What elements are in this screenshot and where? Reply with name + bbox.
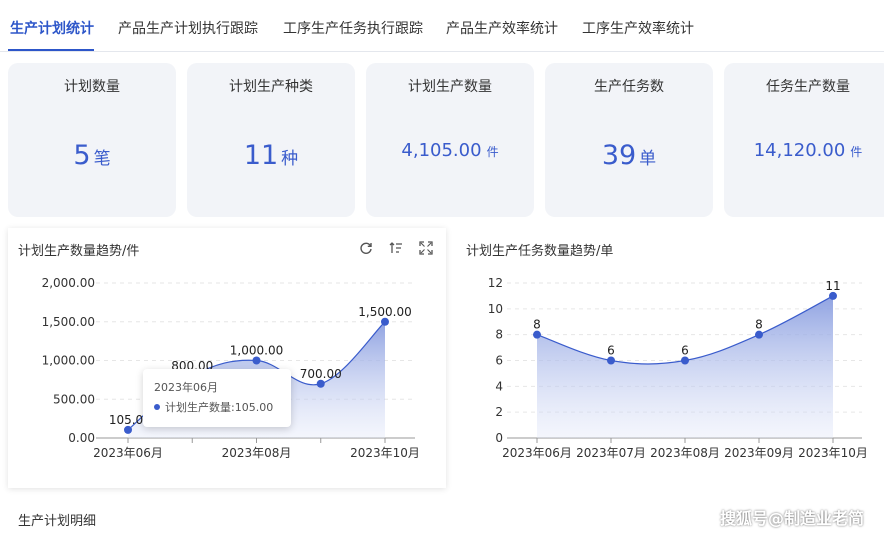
chart-title: 计划生产数量趋势/件 (18, 244, 140, 259)
sort-icon[interactable] (386, 239, 406, 257)
y-tick-label: 0 (495, 431, 503, 445)
series-area (537, 295, 833, 438)
card-value: 4,105.00 (401, 140, 482, 161)
card-unit: 单 (639, 149, 657, 169)
series-line (536, 295, 834, 365)
card-value: 5 (73, 140, 91, 171)
tooltip-series-marker (154, 404, 160, 410)
data-label: 8 (755, 318, 763, 332)
tab-bar: 生产计划统计 产品生产计划执行跟踪 工序生产任务执行跟踪 产品生产效率统计 工序… (0, 0, 884, 52)
card-value: 39 (601, 140, 637, 171)
x-tick-label: 2023年09月 (724, 446, 794, 460)
chart-tooltip: 2023年06月 计划生产数量:105.00 (143, 369, 291, 427)
tab-product-efficiency[interactable]: 产品生产效率统计 (446, 21, 558, 37)
card-value-row: 4,105.00 件 (366, 140, 534, 161)
y-tick-label: 6 (495, 354, 503, 368)
tooltip-header: 2023年06月 (154, 381, 218, 394)
stat-card-task-quantity: 任务生产数量 14,120.00 件 (724, 63, 884, 217)
fullscreen-icon[interactable] (416, 239, 436, 257)
card-unit: 件 (850, 145, 863, 159)
tooltip-value: 计划生产数量:105.00 (165, 401, 274, 414)
card-title: 计划生产种类 (229, 79, 313, 95)
x-tick-label: 2023年06月 (502, 446, 572, 460)
stat-card-plan-quantity: 计划生产数量 4,105.00 件 (366, 63, 534, 217)
tab-process-task-tracking[interactable]: 工序生产任务执行跟踪 (283, 21, 423, 37)
stat-card-plan-kinds: 计划生产种类 11 种 (187, 63, 355, 217)
y-tick-label: 8 (495, 328, 503, 342)
card-value-row: 11 种 (187, 140, 355, 171)
data-point (607, 356, 615, 365)
tab-process-efficiency[interactable]: 工序生产效率统计 (582, 21, 694, 37)
tab-product-plan-tracking[interactable]: 产品生产计划执行跟踪 (118, 21, 258, 37)
watermark: 搜狐号@制造业老简 (719, 509, 864, 528)
data-point (755, 330, 763, 339)
data-point (681, 356, 689, 365)
card-title: 计划生产数量 (408, 79, 492, 95)
chart-panel-plan-quantity: 计划生产数量趋势/件 (8, 228, 446, 488)
y-tick-label: 4 (495, 379, 503, 393)
card-unit: 笔 (93, 149, 111, 169)
y-tick-label: 2 (495, 405, 503, 419)
y-tick-label: 12 (488, 276, 503, 290)
card-unit: 件 (486, 145, 499, 159)
data-label: 11 (825, 279, 840, 293)
card-value: 14,120.00 (753, 140, 846, 161)
card-title: 计划数量 (64, 79, 120, 95)
data-label: 6 (681, 344, 689, 358)
chart-toolbar (356, 239, 436, 257)
refresh-icon[interactable] (356, 239, 376, 257)
card-value: 11 (243, 140, 279, 171)
data-label: 8 (533, 318, 541, 332)
x-tick-label: 2023年10月 (798, 446, 868, 460)
tab-production-plan-stats[interactable]: 生产计划统计 (10, 21, 94, 37)
y-tick-label: 10 (488, 302, 503, 316)
x-tick-label: 2023年08月 (650, 446, 720, 460)
card-title: 生产任务数 (594, 79, 664, 95)
active-tab-indicator (8, 49, 94, 51)
data-label: 6 (607, 344, 615, 358)
card-unit: 种 (281, 149, 299, 169)
data-point (829, 291, 837, 300)
card-value-row: 39 单 (545, 140, 713, 171)
section-title-plan-details: 生产计划明细 (18, 514, 97, 529)
data-point (533, 330, 541, 339)
card-title: 任务生产数量 (766, 79, 850, 95)
stat-card-task-count: 生产任务数 39 单 (545, 63, 713, 217)
card-value-row: 14,120.00 件 (724, 140, 884, 161)
x-tick-label: 2023年07月 (576, 446, 646, 460)
chart-title-task-quantity: 计划生产任务数量趋势/单 (466, 244, 614, 259)
